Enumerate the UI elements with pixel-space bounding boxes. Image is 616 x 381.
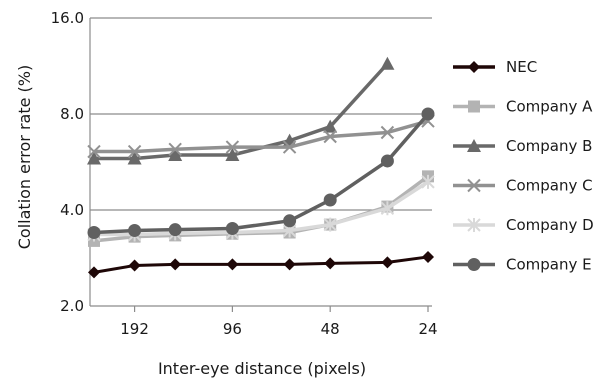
legend-item-company-e: Company E (453, 256, 592, 274)
series-line-company-e (93, 112, 430, 235)
data-point-nec (88, 266, 100, 279)
data-point-company-b (87, 151, 101, 165)
legend-marker-company-a (468, 100, 480, 113)
data-point-company-e (380, 154, 394, 168)
data-point-company-e (128, 223, 142, 237)
legend-item-nec: NEC (453, 58, 537, 76)
legend-label: NEC (506, 58, 537, 76)
data-point-company-c (282, 140, 297, 154)
data-point-company-d (421, 174, 435, 189)
data-point-company-e (87, 226, 101, 240)
legend-item-company-c: Company C (453, 177, 593, 195)
x-tick-label: 96 (223, 320, 242, 338)
data-point-company-c (225, 140, 240, 154)
data-point-company-c (323, 129, 337, 144)
y-tick-label: 16.0 (51, 9, 84, 27)
data-point-company-b (323, 119, 338, 133)
data-point-nec (169, 258, 182, 271)
data-point-nec (422, 250, 434, 263)
legend-label: Company D (506, 216, 594, 234)
y-tick-label: 2.0 (60, 297, 84, 315)
data-point-nec (226, 258, 239, 271)
series-lines (87, 56, 435, 279)
series-nec (88, 250, 434, 279)
legend-label: Company C (506, 177, 593, 195)
data-point-company-e (225, 221, 239, 235)
axes: 2.0 4.0 8.0 16.0 192 96 48 24 (51, 9, 438, 338)
data-point-company-e (168, 223, 182, 237)
data-point-nec (381, 256, 394, 269)
legend-marker-nec (468, 61, 480, 73)
data-point-company-c (168, 142, 182, 157)
series-company-c (87, 114, 435, 159)
data-point-company-e (323, 193, 337, 207)
series-line-company-b (94, 62, 389, 161)
data-point-company-c (380, 125, 395, 140)
legend-item-company-b: Company B (453, 137, 592, 155)
legend-label: Company E (506, 256, 592, 274)
legend-item-company-d: Company D (453, 216, 594, 234)
legend-marker-company-b (467, 139, 481, 152)
legend-label: Company A (506, 98, 593, 116)
x-tick-label: 48 (321, 320, 340, 338)
data-point-nec (324, 257, 337, 270)
data-point-company-b (225, 148, 240, 162)
y-tick-label: 8.0 (60, 105, 84, 123)
data-point-company-d (323, 217, 337, 232)
y-axis-title: Collation error rate (%) (15, 65, 34, 249)
data-point-nec (283, 258, 296, 271)
series-company-e (87, 107, 435, 240)
y-tick-label: 4.0 (60, 201, 84, 219)
series-line-company-d (94, 180, 429, 237)
legend-item-company-a: Company A (453, 98, 593, 116)
data-point-company-d (380, 201, 395, 216)
series-line-nec (93, 255, 429, 274)
data-point-company-e (283, 214, 297, 228)
series-line-company-c (94, 119, 429, 154)
data-point-nec (128, 259, 141, 272)
x-tick-label: 24 (418, 320, 437, 338)
data-point-company-b (127, 151, 142, 165)
data-point-company-c (87, 144, 101, 159)
legend-marker-company-d (467, 218, 481, 232)
legend: NEC Company A Company B Company C Company D C… (453, 58, 594, 274)
data-point-company-e (421, 107, 435, 121)
legend-marker-company-e (467, 258, 481, 271)
data-point-company-b (168, 148, 183, 162)
x-axis-title: Inter-eye distance (pixels) (158, 359, 366, 378)
data-point-company-c (127, 144, 142, 159)
data-point-company-b (380, 56, 395, 70)
x-tick-label: 192 (120, 320, 149, 338)
legend-marker-company-c (467, 178, 481, 193)
legend-label: Company B (506, 137, 592, 155)
